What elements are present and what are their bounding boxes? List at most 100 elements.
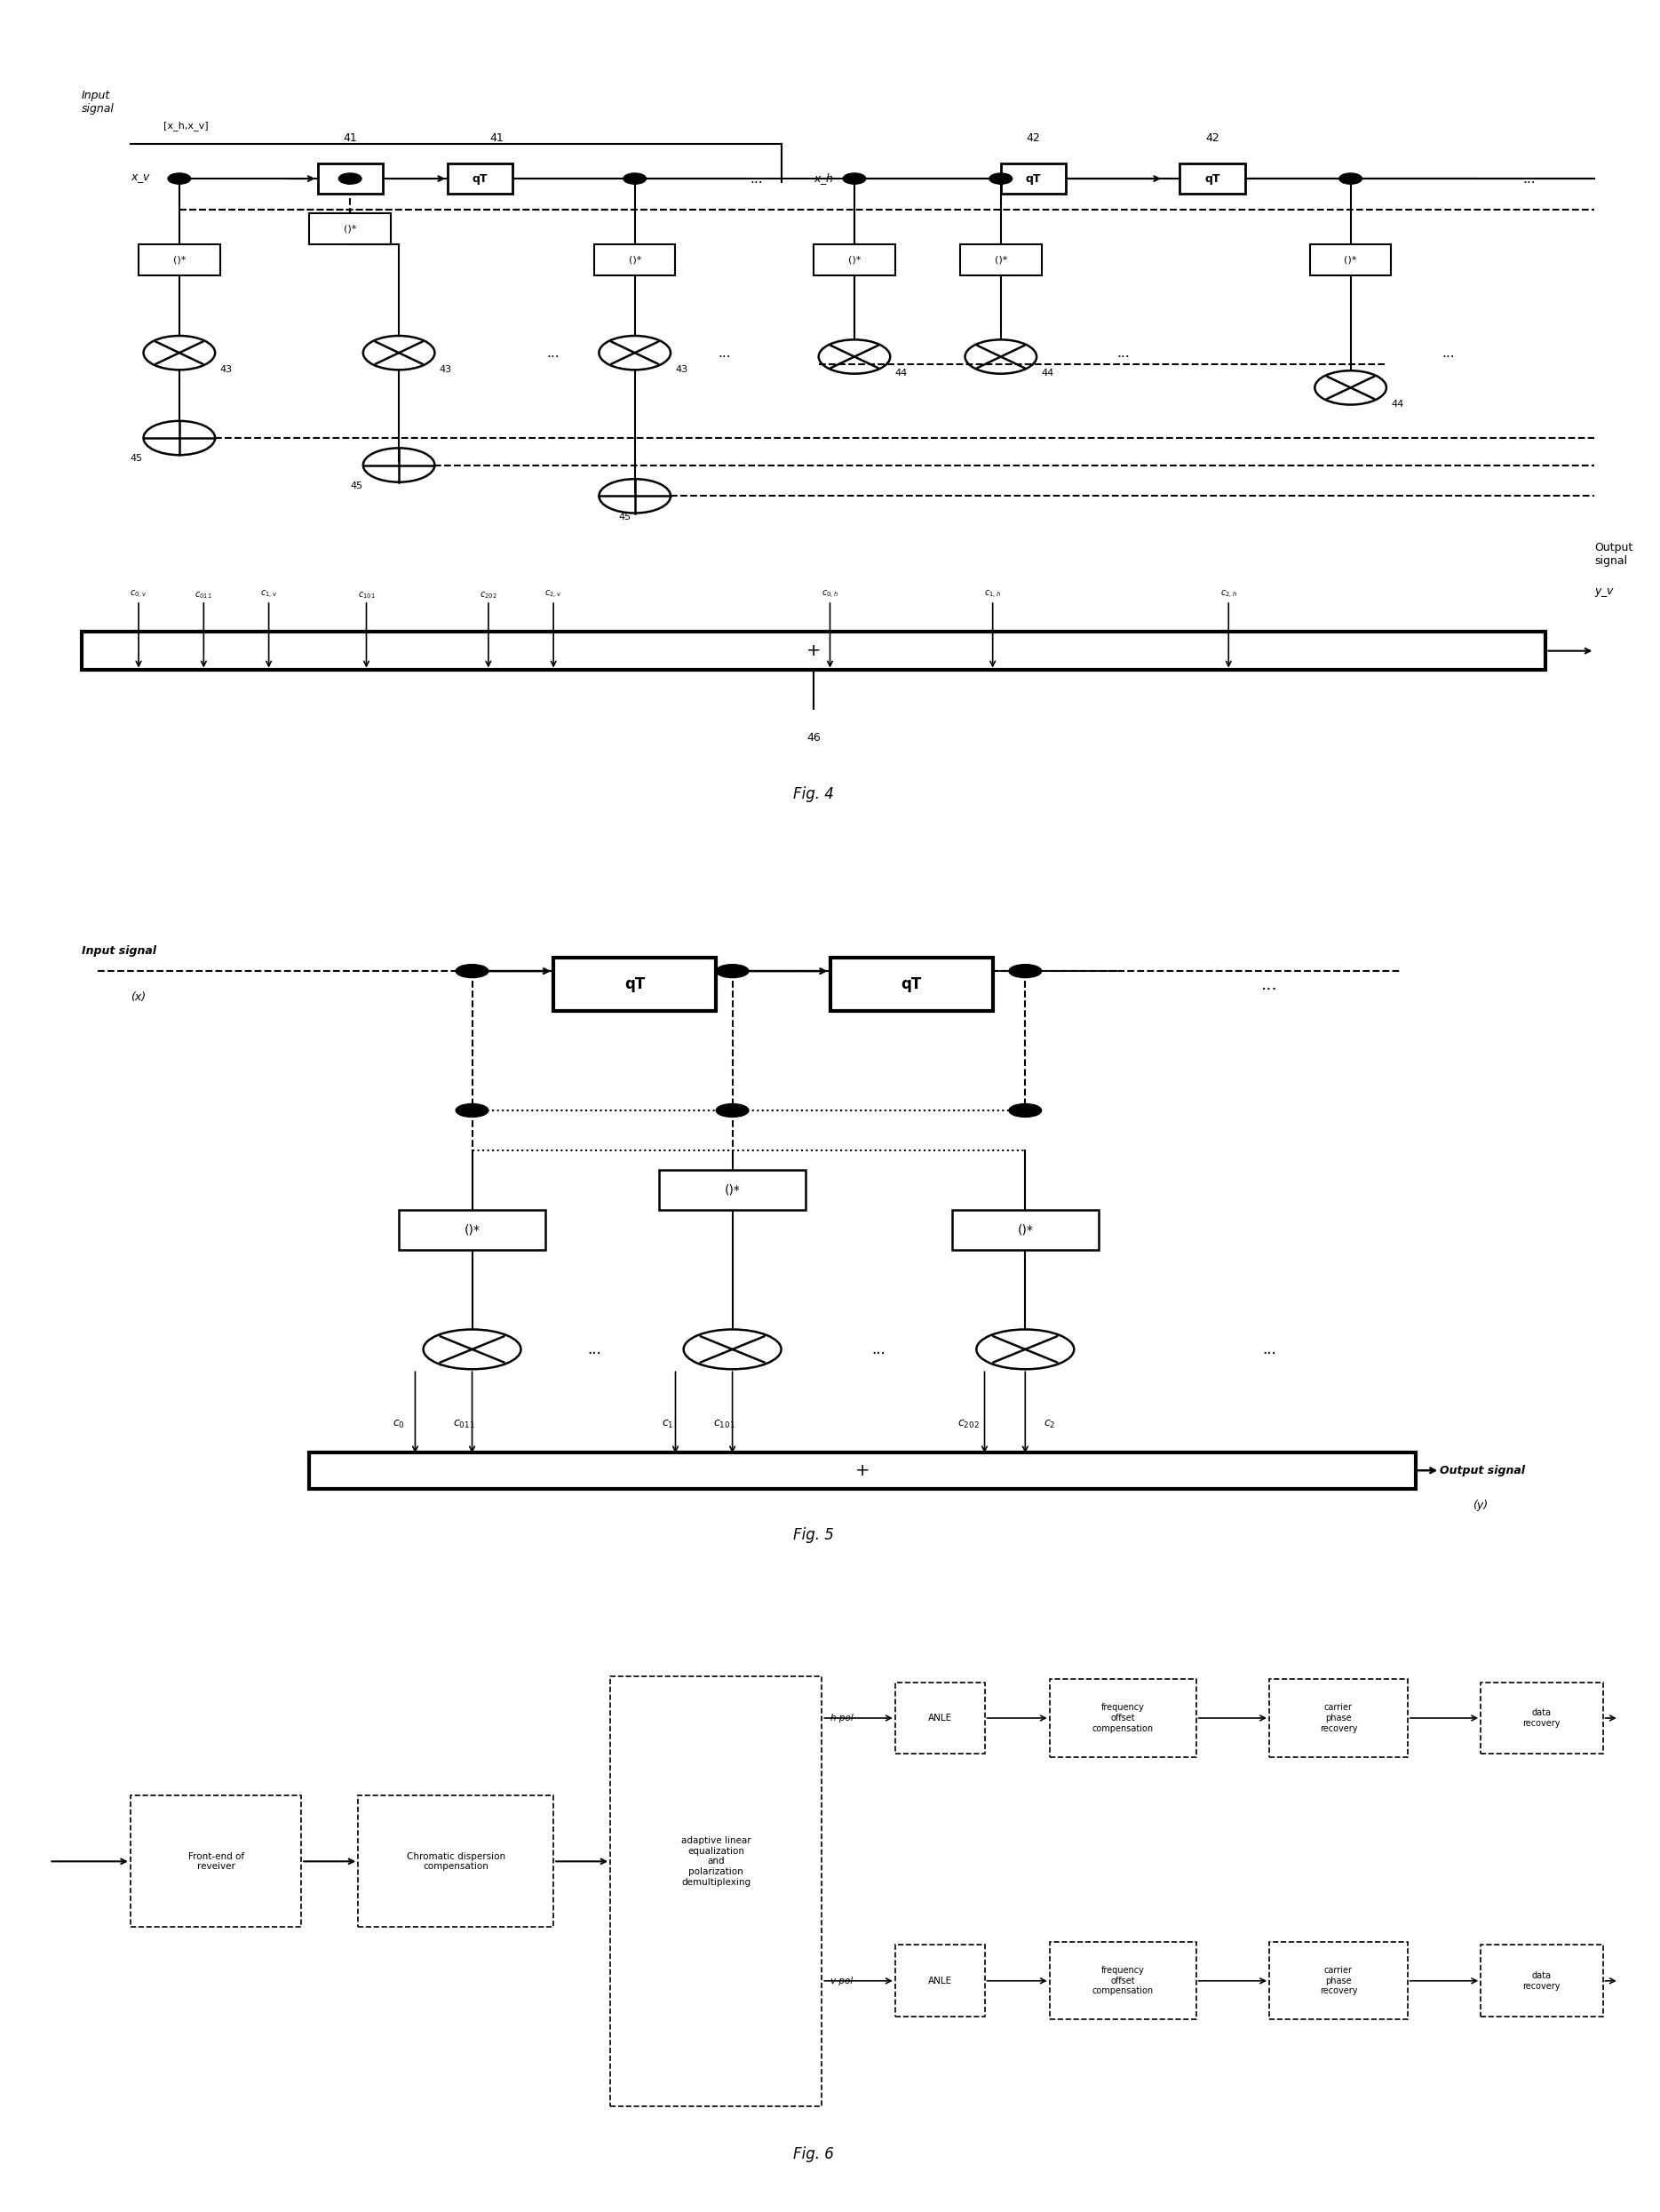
Circle shape — [456, 1104, 488, 1117]
FancyBboxPatch shape — [448, 164, 513, 195]
Text: qT: qT — [1205, 173, 1220, 184]
Text: [x_h,x_v]: [x_h,x_v] — [163, 122, 208, 131]
Text: Output
signal: Output signal — [1595, 542, 1633, 566]
Circle shape — [715, 964, 749, 978]
Text: qT: qT — [624, 975, 646, 993]
Circle shape — [456, 964, 488, 978]
Text: ...: ... — [1262, 975, 1278, 993]
Text: $c_{101}$: $c_{101}$ — [714, 1420, 735, 1431]
Text: 41: 41 — [490, 133, 503, 144]
FancyBboxPatch shape — [317, 164, 382, 195]
FancyBboxPatch shape — [895, 1944, 984, 2017]
Text: ()*: ()* — [465, 1223, 480, 1237]
Text: ...: ... — [1441, 345, 1454, 361]
Text: 43: 43 — [676, 365, 687, 374]
FancyBboxPatch shape — [1049, 1942, 1195, 2020]
Text: $c_{2,v}$: $c_{2,v}$ — [544, 588, 563, 599]
Text: ...: ... — [872, 1340, 886, 1358]
Text: 44: 44 — [1391, 400, 1404, 409]
Text: (y): (y) — [1472, 1500, 1487, 1511]
Circle shape — [624, 173, 646, 184]
Circle shape — [339, 173, 362, 184]
FancyBboxPatch shape — [359, 1796, 553, 1927]
Text: $c_2$: $c_2$ — [1044, 1420, 1056, 1431]
Text: v pol: v pol — [830, 1975, 853, 1986]
Text: $c_{1,h}$: $c_{1,h}$ — [984, 588, 1001, 599]
Text: $c_0$: $c_0$ — [393, 1420, 405, 1431]
Text: Fig. 6: Fig. 6 — [793, 2146, 833, 2161]
FancyBboxPatch shape — [398, 1210, 546, 1250]
Circle shape — [715, 1104, 749, 1117]
Text: 44: 44 — [1041, 369, 1054, 378]
Circle shape — [1340, 173, 1361, 184]
Text: ...: ... — [717, 345, 730, 361]
Text: $c_{011}$: $c_{011}$ — [453, 1420, 475, 1431]
Text: ()*: ()* — [173, 254, 186, 265]
Text: $c_{202}$: $c_{202}$ — [480, 591, 496, 599]
Text: $c_{1,v}$: $c_{1,v}$ — [261, 588, 277, 599]
Text: $c_{0,h}$: $c_{0,h}$ — [822, 588, 838, 599]
Text: carrier
phase
recovery: carrier phase recovery — [1320, 1966, 1358, 1995]
Text: ()*: ()* — [724, 1183, 740, 1197]
Circle shape — [989, 173, 1013, 184]
Text: +: + — [855, 1462, 870, 1480]
Text: $c_{202}$: $c_{202}$ — [958, 1420, 979, 1431]
Text: adaptive linear
equalization
and
polarization
demultiplexing: adaptive linear equalization and polariz… — [681, 1836, 750, 1887]
Circle shape — [1009, 964, 1041, 978]
Text: 45: 45 — [350, 482, 362, 491]
FancyBboxPatch shape — [895, 1681, 984, 1754]
Text: qT: qT — [1026, 173, 1041, 184]
Text: ANLE: ANLE — [928, 1714, 951, 1723]
FancyBboxPatch shape — [309, 215, 390, 246]
Text: ()*: ()* — [1345, 254, 1356, 265]
Text: +: + — [807, 641, 822, 659]
Text: 45: 45 — [619, 513, 631, 522]
Text: Output signal: Output signal — [1439, 1464, 1526, 1475]
Text: ...: ... — [546, 345, 559, 361]
FancyBboxPatch shape — [131, 1796, 302, 1927]
Text: $x\_h$: $x\_h$ — [813, 170, 835, 186]
Text: 46: 46 — [807, 732, 820, 743]
FancyBboxPatch shape — [611, 1677, 822, 2106]
FancyBboxPatch shape — [139, 246, 219, 276]
FancyBboxPatch shape — [1270, 1679, 1408, 1756]
Text: $c_{2,h}$: $c_{2,h}$ — [1220, 588, 1237, 599]
Text: 43: 43 — [440, 365, 452, 374]
Text: ()*: ()* — [848, 254, 862, 265]
Text: Input
signal: Input signal — [81, 91, 115, 115]
Text: $y\_v$: $y\_v$ — [1595, 586, 1615, 599]
Text: frequency
offset
compensation: frequency offset compensation — [1092, 1966, 1154, 1995]
Text: ()*: ()* — [994, 254, 1008, 265]
Text: Input signal: Input signal — [81, 945, 156, 958]
Text: 43: 43 — [219, 365, 232, 374]
Text: (x): (x) — [131, 991, 146, 1004]
FancyBboxPatch shape — [959, 246, 1041, 276]
FancyBboxPatch shape — [951, 1210, 1099, 1250]
Text: ...: ... — [1116, 345, 1129, 361]
FancyBboxPatch shape — [309, 1451, 1416, 1489]
FancyBboxPatch shape — [659, 1170, 805, 1210]
Text: $x\_v$: $x\_v$ — [131, 173, 151, 186]
FancyBboxPatch shape — [1481, 1681, 1604, 1754]
Text: $c_{101}$: $c_{101}$ — [357, 591, 375, 599]
Text: 44: 44 — [895, 369, 908, 378]
Text: data
recovery: data recovery — [1522, 1971, 1560, 1991]
Text: Fig. 5: Fig. 5 — [793, 1526, 833, 1544]
Text: ...: ... — [1522, 173, 1536, 186]
Text: data
recovery: data recovery — [1522, 1708, 1560, 1728]
Text: qT: qT — [901, 975, 921, 993]
Text: qT: qT — [342, 173, 359, 184]
Text: 42: 42 — [1026, 133, 1041, 144]
Circle shape — [843, 173, 867, 184]
Text: $c_{0,v}$: $c_{0,v}$ — [129, 588, 148, 599]
FancyBboxPatch shape — [830, 958, 993, 1011]
FancyBboxPatch shape — [1001, 164, 1066, 195]
Text: h pol: h pol — [830, 1714, 853, 1723]
FancyBboxPatch shape — [1481, 1944, 1604, 2017]
Text: carrier
phase
recovery: carrier phase recovery — [1320, 1703, 1358, 1732]
Text: $c_{011}$: $c_{011}$ — [194, 591, 212, 599]
Text: ...: ... — [1262, 1340, 1277, 1358]
FancyBboxPatch shape — [1310, 246, 1391, 276]
FancyBboxPatch shape — [813, 246, 895, 276]
Text: ()*: ()* — [344, 223, 357, 234]
